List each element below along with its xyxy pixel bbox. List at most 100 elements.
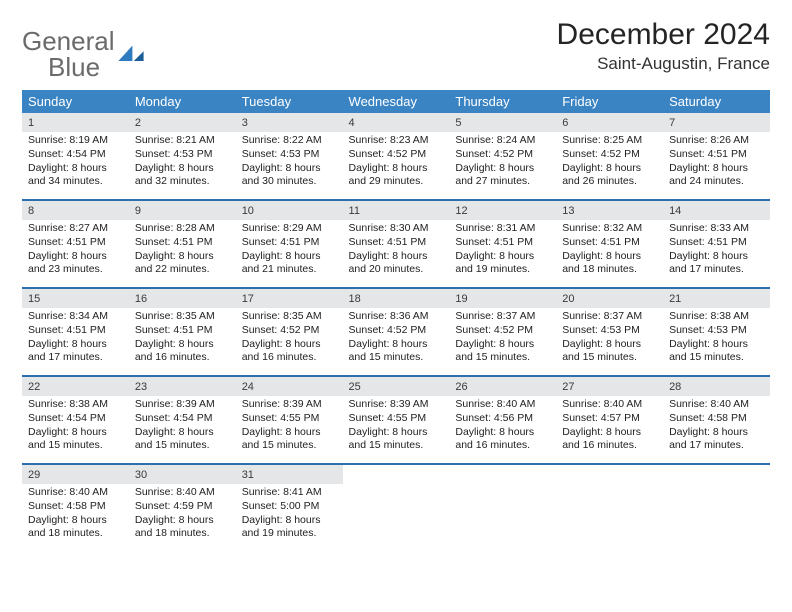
calendar-day-cell: 28Sunrise: 8:40 AMSunset: 4:58 PMDayligh… (663, 376, 770, 464)
daylight-text: and 15 minutes. (349, 351, 444, 365)
day-number: 6 (556, 113, 663, 132)
weekday-header: Thursday (449, 90, 556, 113)
daylight-text: and 16 minutes. (242, 351, 337, 365)
weekday-header: Monday (129, 90, 236, 113)
day-number: 3 (236, 113, 343, 132)
sunset-text: Sunset: 4:54 PM (28, 148, 123, 162)
daylight-text: and 21 minutes. (242, 263, 337, 277)
sunrise-text: Sunrise: 8:39 AM (349, 398, 444, 412)
calendar-day-cell: 11Sunrise: 8:30 AMSunset: 4:51 PMDayligh… (343, 200, 450, 288)
sunrise-text: Sunrise: 8:35 AM (242, 310, 337, 324)
day-number: 15 (22, 289, 129, 308)
calendar-day-cell: 15Sunrise: 8:34 AMSunset: 4:51 PMDayligh… (22, 288, 129, 376)
day-number: 11 (343, 201, 450, 220)
sunset-text: Sunset: 4:52 PM (349, 324, 444, 338)
daylight-text: and 15 minutes. (455, 351, 550, 365)
sunrise-text: Sunrise: 8:40 AM (28, 486, 123, 500)
location-label: Saint-Augustin, France (557, 54, 770, 74)
weekday-header-row: Sunday Monday Tuesday Wednesday Thursday… (22, 90, 770, 113)
calendar-week-row: 8Sunrise: 8:27 AMSunset: 4:51 PMDaylight… (22, 200, 770, 288)
calendar-day-cell: 26Sunrise: 8:40 AMSunset: 4:56 PMDayligh… (449, 376, 556, 464)
daylight-text: Daylight: 8 hours (135, 426, 230, 440)
sunset-text: Sunset: 4:58 PM (669, 412, 764, 426)
calendar-day-cell: 19Sunrise: 8:37 AMSunset: 4:52 PMDayligh… (449, 288, 556, 376)
daylight-text: Daylight: 8 hours (242, 250, 337, 264)
brand-word-2: Blue (22, 54, 115, 80)
calendar-day-cell: 29Sunrise: 8:40 AMSunset: 4:58 PMDayligh… (22, 464, 129, 551)
sunrise-text: Sunrise: 8:31 AM (455, 222, 550, 236)
sunrise-text: Sunrise: 8:32 AM (562, 222, 657, 236)
daylight-text: Daylight: 8 hours (562, 250, 657, 264)
sunrise-text: Sunrise: 8:28 AM (135, 222, 230, 236)
day-number: 25 (343, 377, 450, 396)
brand-logo: General Blue (22, 18, 145, 80)
day-number: 10 (236, 201, 343, 220)
sunrise-text: Sunrise: 8:25 AM (562, 134, 657, 148)
sunrise-text: Sunrise: 8:40 AM (669, 398, 764, 412)
sunrise-text: Sunrise: 8:37 AM (562, 310, 657, 324)
month-title: December 2024 (557, 18, 770, 52)
brand-sail-icon (117, 40, 145, 69)
calendar-day-cell: 17Sunrise: 8:35 AMSunset: 4:52 PMDayligh… (236, 288, 343, 376)
daylight-text: Daylight: 8 hours (455, 338, 550, 352)
daylight-text: Daylight: 8 hours (135, 250, 230, 264)
daylight-text: Daylight: 8 hours (349, 338, 444, 352)
calendar-table: Sunday Monday Tuesday Wednesday Thursday… (22, 90, 770, 551)
sunrise-text: Sunrise: 8:40 AM (455, 398, 550, 412)
sunset-text: Sunset: 4:54 PM (28, 412, 123, 426)
calendar-day-cell: 12 Sunrise: 8:31 AMSunset: 4:51 PMDayligh… (449, 200, 556, 288)
sunrise-text: Sunrise: 8:38 AM (669, 310, 764, 324)
weekday-header: Sunday (22, 90, 129, 113)
calendar-day-cell: 1Sunrise: 8:19 AMSunset: 4:54 PMDaylight… (22, 113, 129, 200)
day-number: 18 (343, 289, 450, 308)
daylight-text: Daylight: 8 hours (242, 338, 337, 352)
calendar-day-cell: 6Sunrise: 8:25 AMSunset: 4:52 PMDaylight… (556, 113, 663, 200)
daylight-text: and 15 minutes. (28, 439, 123, 453)
daylight-text: and 26 minutes. (562, 175, 657, 189)
sunrise-text: Sunrise: 8:38 AM (28, 398, 123, 412)
day-number: 28 (663, 377, 770, 396)
day-number: 20 (556, 289, 663, 308)
daylight-text: and 16 minutes. (562, 439, 657, 453)
weekday-header: Wednesday (343, 90, 450, 113)
sunset-text: Sunset: 5:00 PM (242, 500, 337, 514)
header: General Blue December 2024 Saint-Augusti… (22, 18, 770, 80)
sunset-text: Sunset: 4:51 PM (28, 236, 123, 250)
sunrise-text: Sunrise: 8:24 AM (455, 134, 550, 148)
daylight-text: and 15 minutes. (242, 439, 337, 453)
sunrise-text: Sunrise: 8:39 AM (242, 398, 337, 412)
daylight-text: and 18 minutes. (562, 263, 657, 277)
sunset-text: Sunset: 4:53 PM (242, 148, 337, 162)
daylight-text: Daylight: 8 hours (669, 162, 764, 176)
sunset-text: Sunset: 4:51 PM (669, 148, 764, 162)
calendar-day-cell: 22Sunrise: 8:38 AMSunset: 4:54 PMDayligh… (22, 376, 129, 464)
sunset-text: Sunset: 4:57 PM (562, 412, 657, 426)
sunrise-text: Sunrise: 8:37 AM (455, 310, 550, 324)
weekday-header: Tuesday (236, 90, 343, 113)
sunrise-text: Sunrise: 8:34 AM (28, 310, 123, 324)
sunrise-text: Sunrise: 8:23 AM (349, 134, 444, 148)
sunrise-text: Sunrise: 8:27 AM (28, 222, 123, 236)
daylight-text: Daylight: 8 hours (669, 250, 764, 264)
day-number: 23 (129, 377, 236, 396)
sunset-text: Sunset: 4:51 PM (28, 324, 123, 338)
daylight-text: Daylight: 8 hours (562, 338, 657, 352)
calendar-day-cell: 18Sunrise: 8:36 AMSunset: 4:52 PMDayligh… (343, 288, 450, 376)
daylight-text: and 15 minutes. (669, 351, 764, 365)
daylight-text: and 16 minutes. (455, 439, 550, 453)
daylight-text: Daylight: 8 hours (242, 162, 337, 176)
sunrise-text: Sunrise: 8:39 AM (135, 398, 230, 412)
day-number: 4 (343, 113, 450, 132)
sunset-text: Sunset: 4:51 PM (455, 236, 550, 250)
sunrise-text: Sunrise: 8:35 AM (135, 310, 230, 324)
calendar-day-cell: 23Sunrise: 8:39 AMSunset: 4:54 PMDayligh… (129, 376, 236, 464)
day-number: 17 (236, 289, 343, 308)
day-number: 12 (449, 201, 556, 220)
brand-word-1: General (22, 28, 115, 54)
calendar-day-cell (556, 464, 663, 551)
sunset-text: Sunset: 4:51 PM (669, 236, 764, 250)
daylight-text: Daylight: 8 hours (455, 426, 550, 440)
daylight-text: Daylight: 8 hours (455, 250, 550, 264)
daylight-text: Daylight: 8 hours (349, 250, 444, 264)
daylight-text: Daylight: 8 hours (28, 250, 123, 264)
